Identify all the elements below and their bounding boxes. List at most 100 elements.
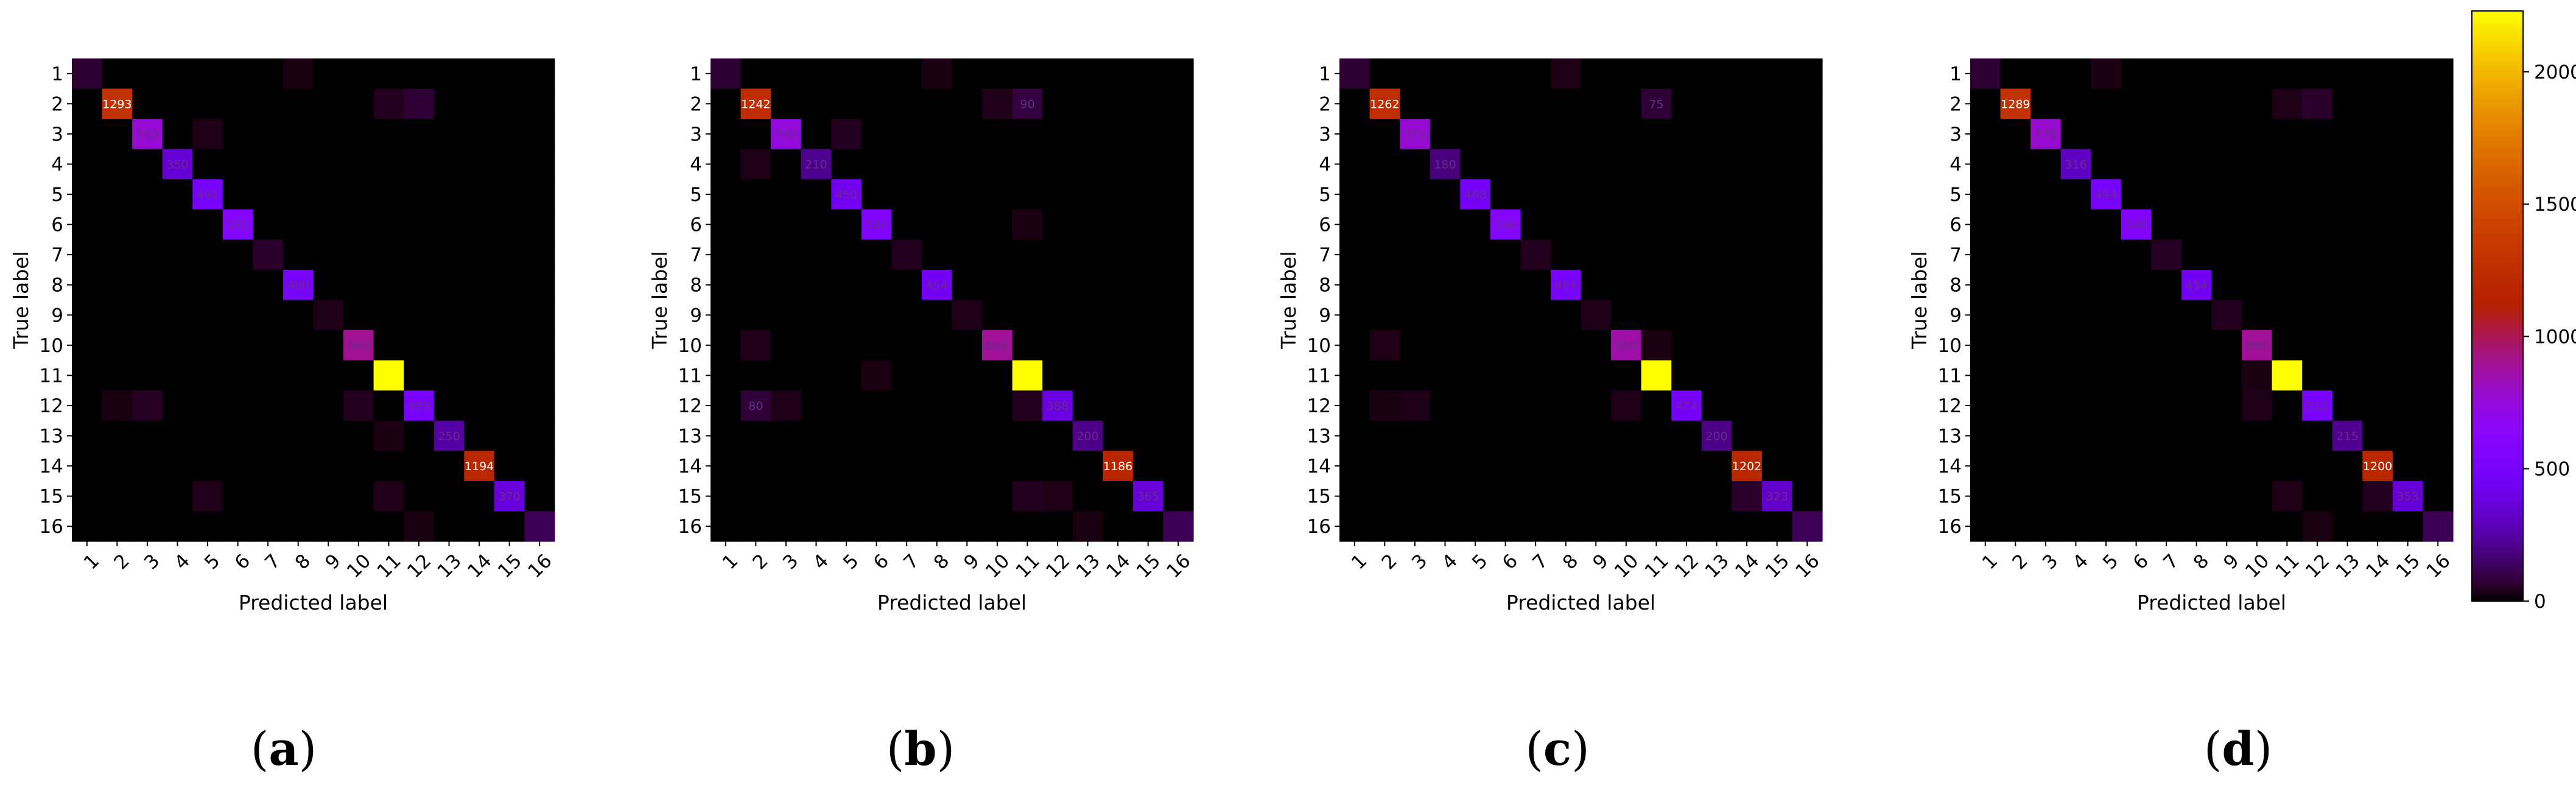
cell-d-10-4 [2060, 330, 2091, 361]
cell-b-10-4 [801, 330, 832, 361]
cell-b-5-2 [740, 179, 771, 210]
value-label-d-14-14: 1200 [2363, 460, 2392, 473]
cell-c-14-2 [1369, 451, 1400, 482]
cell-a-2-6 [222, 88, 253, 119]
cell-d-11-4 [2060, 360, 2091, 391]
cell-a-13-12 [404, 420, 435, 451]
x-tick-label-c-14: 14 [1731, 550, 1763, 582]
cell-c-6-4 [1430, 209, 1461, 240]
y-tick-label-b-9: 9 [690, 304, 702, 326]
cell-b-11-9 [952, 360, 983, 391]
cell-d-4-10 [2242, 149, 2273, 180]
cell-b-2-5 [831, 88, 862, 119]
cell-a-11-4 [162, 360, 193, 391]
cell-c-9-1 [1339, 300, 1370, 331]
cell-d-4-8 [2181, 149, 2213, 180]
cell-d-4-14 [2362, 149, 2393, 180]
cell-a-12-11 [373, 390, 404, 421]
cell-c-4-2 [1369, 149, 1400, 180]
value-label-b-13-13: 200 [1076, 430, 1098, 443]
cell-c-2-15 [1761, 88, 1793, 119]
cell-a-2-14 [464, 88, 495, 119]
cell-b-15-13 [1072, 480, 1103, 512]
cell-a-1-6 [222, 58, 253, 90]
cell-a-3-8 [283, 119, 314, 150]
cell-d-2-1 [1970, 88, 2001, 119]
cell-b-1-13 [1072, 58, 1103, 90]
cell-a-3-3 [132, 119, 163, 150]
cell-c-8-11 [1641, 269, 1672, 301]
cell-b-16-12 [1042, 511, 1073, 542]
cell-a-11-13 [433, 360, 465, 391]
cell-d-8-5 [2091, 269, 2122, 301]
cell-b-6-14 [1103, 209, 1134, 240]
cell-c-10-12 [1671, 330, 1702, 361]
cell-b-12-1 [711, 390, 742, 421]
cell-d-8-1 [1970, 269, 2001, 301]
cell-d-16-13 [2332, 511, 2363, 542]
cell-c-4-1 [1339, 149, 1370, 180]
cell-a-14-2 [102, 451, 133, 482]
value-label-c-4-4: 180 [1434, 158, 1456, 171]
cell-d-9-1 [1970, 300, 2001, 331]
cell-d-12-2 [2000, 390, 2031, 421]
cell-c-1-14 [1732, 58, 1763, 90]
cell-d-6-15 [2392, 209, 2424, 240]
cell-d-13-1 [1970, 420, 2001, 451]
y-tick-label-c-1: 1 [1319, 63, 1331, 85]
cell-b-2-1 [711, 88, 742, 119]
cell-d-7-5 [2091, 239, 2122, 270]
cell-d-11-9 [2211, 360, 2242, 391]
cell-a-3-1 [72, 119, 103, 150]
cell-d-8-10 [2242, 269, 2273, 301]
cell-a-4-14 [464, 149, 495, 180]
cell-a-5-7 [253, 179, 284, 210]
x-tick-label-d-13: 13 [2332, 550, 2364, 582]
cell-d-9-7 [2151, 300, 2182, 331]
cell-d-1-5 [2091, 58, 2122, 90]
cell-b-10-9 [952, 330, 983, 361]
cell-a-13-9 [313, 420, 344, 451]
cell-c-12-9 [1581, 390, 1612, 421]
cell-b-10-14 [1103, 330, 1134, 361]
cell-c-3-2 [1369, 119, 1400, 150]
cell-b-8-1 [711, 269, 742, 301]
cell-d-2-9 [2211, 88, 2242, 119]
cell-d-6-14 [2362, 209, 2393, 240]
cell-d-13-2 [2000, 420, 2031, 451]
cell-c-4-15 [1761, 149, 1793, 180]
cell-b-3-6 [861, 119, 892, 150]
cell-b-2-3 [771, 88, 802, 119]
cell-c-12-7 [1520, 390, 1551, 421]
colorbar-tick-label-0: 0 [2534, 591, 2546, 613]
cell-c-5-10 [1611, 179, 1642, 210]
cell-d-2-7 [2151, 88, 2182, 119]
cell-d-4-4 [2060, 149, 2091, 180]
cell-d-13-10 [2242, 420, 2273, 451]
cell-a-4-7 [253, 149, 284, 180]
cell-b-14-12 [1042, 451, 1073, 482]
cell-d-5-1 [1970, 179, 2001, 210]
cell-d-9-12 [2302, 300, 2333, 331]
cell-b-5-15 [1132, 179, 1164, 210]
x-tick-label-a-12: 12 [403, 550, 435, 582]
cell-a-5-15 [494, 179, 525, 210]
cell-c-15-4 [1430, 480, 1461, 512]
cell-c-9-8 [1550, 300, 1582, 331]
cell-c-13-7 [1520, 420, 1551, 451]
y-tick-label-a-15: 15 [40, 486, 63, 508]
cell-a-4-1 [72, 149, 103, 180]
cell-c-8-12 [1671, 269, 1702, 301]
cell-c-9-16 [1792, 300, 1823, 331]
cell-b-7-2 [740, 239, 771, 270]
value-label-a-10-10: 900 [348, 339, 370, 353]
cell-a-10-5 [192, 330, 223, 361]
cell-b-3-3 [771, 119, 802, 150]
x-tick-label-b-6: 6 [869, 550, 893, 574]
cell-b-2-15 [1132, 88, 1164, 119]
cell-a-3-16 [524, 119, 555, 150]
y-tick-label-a-11: 11 [40, 365, 63, 387]
cell-c-1-11 [1641, 58, 1672, 90]
cell-d-4-6 [2121, 149, 2152, 180]
